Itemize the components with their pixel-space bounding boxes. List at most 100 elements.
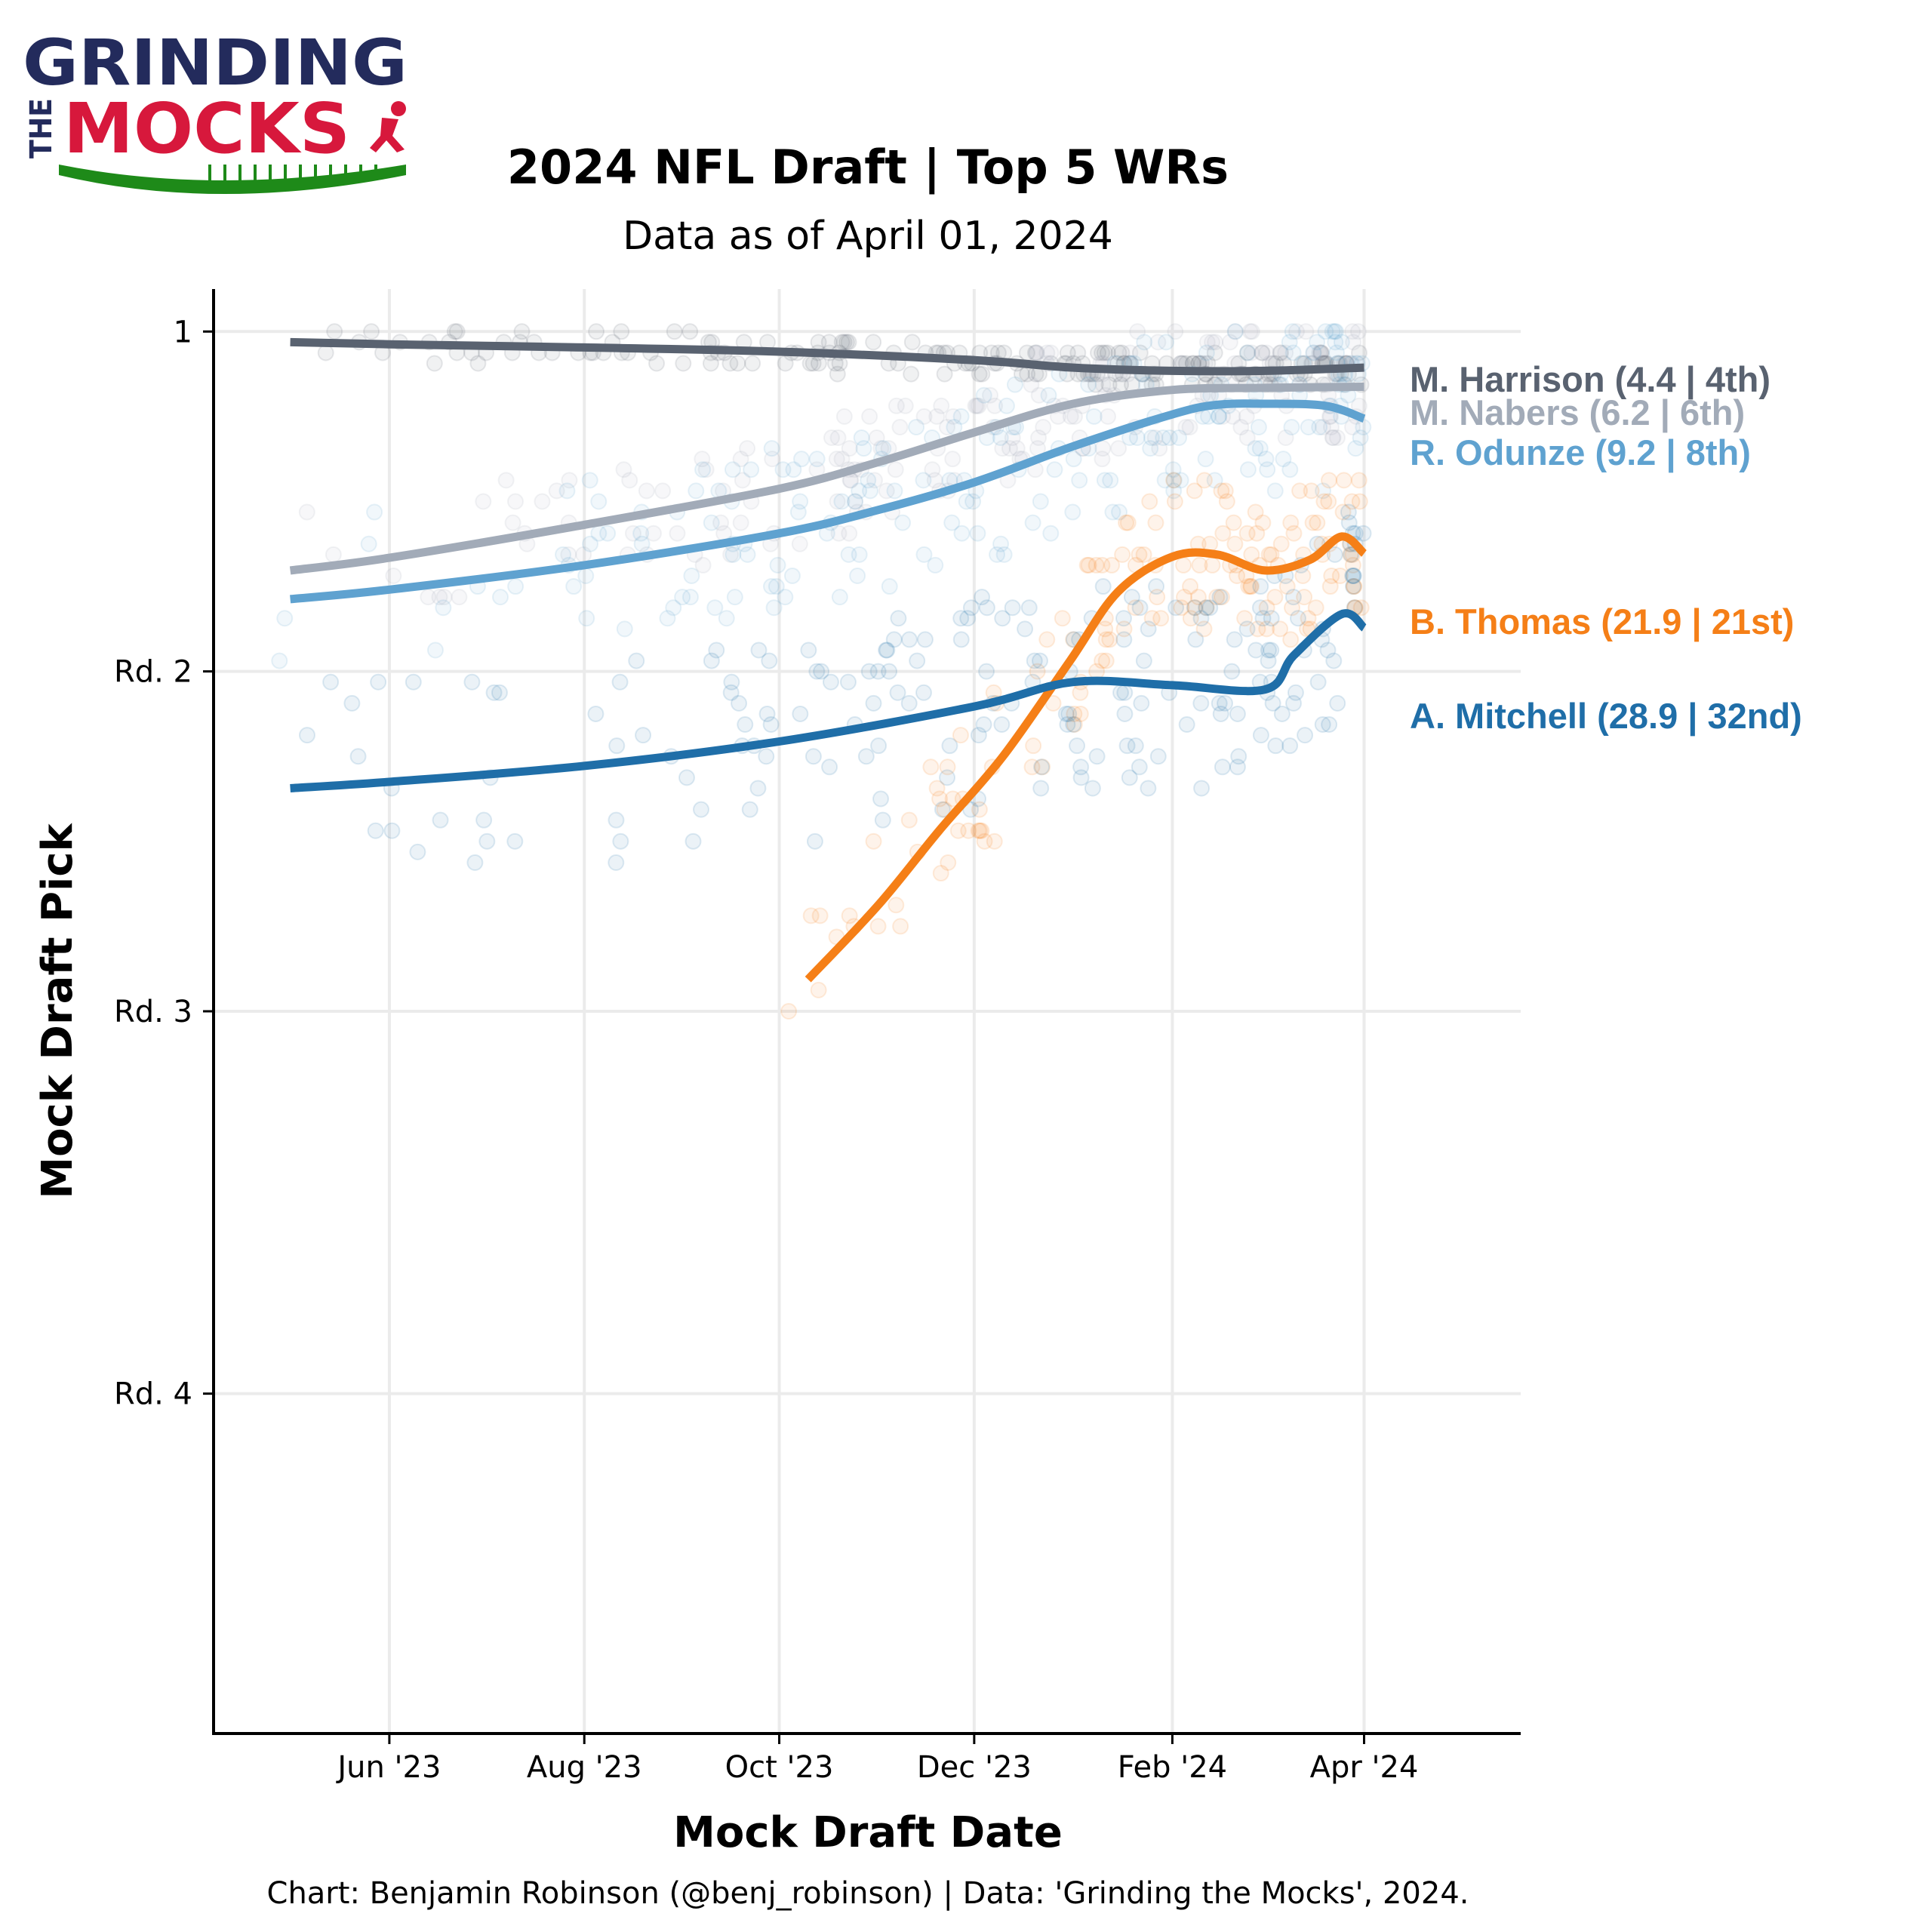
- mock-pick-point: [1136, 334, 1153, 351]
- mock-pick-point: [1284, 323, 1301, 340]
- mock-pick-point: [915, 684, 933, 701]
- mock-pick-point: [431, 589, 448, 606]
- mock-pick-point: [616, 620, 633, 638]
- mock-pick-point: [1158, 334, 1175, 351]
- mock-pick-point: [744, 355, 761, 372]
- mock-pick-point: [632, 525, 650, 542]
- mock-pick-point: [928, 780, 946, 797]
- mock-pick-point: [681, 323, 699, 340]
- mock-pick-point: [712, 514, 730, 531]
- mock-pick-point: [1277, 429, 1294, 447]
- mock-pick-point: [900, 811, 918, 829]
- mock-pick-point: [943, 514, 961, 531]
- mock-pick-point: [828, 451, 845, 468]
- mock-pick-point: [915, 546, 933, 563]
- mock-pick-point: [1243, 344, 1260, 361]
- mock-pick-point: [1213, 589, 1230, 606]
- mock-pick-point: [857, 748, 875, 765]
- mock-pick-point: [967, 397, 984, 414]
- mock-pick-point: [1212, 705, 1229, 722]
- mock-pick-point: [669, 525, 686, 542]
- mock-pick-point: [645, 525, 662, 542]
- mock-pick-point: [654, 482, 672, 500]
- mock-pick-point: [451, 589, 468, 606]
- mock-pick-point: [1344, 323, 1361, 340]
- mock-pick-point: [1305, 344, 1322, 361]
- mock-pick-point: [1217, 694, 1234, 712]
- mock-pick-point: [1112, 684, 1130, 701]
- mock-pick-point: [1001, 440, 1018, 457]
- mock-pick-point: [1025, 737, 1042, 755]
- mock-pick-point: [1038, 344, 1056, 361]
- mock-pick-point: [1167, 323, 1184, 340]
- mock-pick-point: [1281, 461, 1299, 478]
- mock-pick-point: [491, 684, 508, 701]
- mock-pick-point: [889, 684, 906, 701]
- mock-pick-point: [1263, 641, 1280, 659]
- mock-pick-point: [891, 418, 909, 435]
- mock-pick-point: [878, 641, 896, 659]
- mock-pick-point: [1084, 780, 1101, 797]
- mock-pick-point: [1032, 493, 1049, 510]
- mock-pick-point: [886, 482, 903, 500]
- mock-pick-point: [1193, 780, 1211, 797]
- mock-pick-point: [697, 461, 715, 478]
- mock-pick-point: [1309, 514, 1326, 531]
- mock-pick-point: [804, 748, 822, 765]
- mock-pick-point: [1258, 599, 1275, 617]
- mock-pick-point: [1248, 525, 1266, 542]
- mock-pick-point: [370, 673, 387, 691]
- axis-ticks: Jun '23 Aug '23 Oct '23 Dec '23 Feb '24 Apr '…: [114, 315, 1418, 1785]
- mock-pick-point: [969, 525, 986, 542]
- mock-pick-point: [1312, 344, 1329, 361]
- mock-pick-point: [1334, 503, 1352, 521]
- mock-pick-point: [1165, 472, 1183, 489]
- mock-pick-point: [830, 525, 848, 542]
- mock-pick-point: [869, 663, 887, 680]
- mock-pick-point: [1344, 567, 1361, 584]
- mock-pick-point: [1254, 610, 1272, 627]
- mock-pick-point: [731, 694, 748, 712]
- mock-pick-point: [1252, 727, 1269, 744]
- mock-pick-point: [343, 694, 361, 712]
- mock-pick-point: [1251, 440, 1269, 457]
- mock-pick-point: [806, 832, 823, 850]
- mock-pick-point: [1152, 610, 1170, 627]
- mock-pick-point: [822, 673, 839, 691]
- mock-pick-point: [1094, 376, 1112, 393]
- mock-pick-point: [1319, 641, 1337, 659]
- mock-pick-point: [1254, 514, 1272, 531]
- mock-pick-point: [939, 758, 956, 776]
- mock-pick-point: [1140, 780, 1157, 797]
- mock-pick-point: [841, 907, 858, 924]
- mock-pick-point: [326, 323, 343, 340]
- mock-pick-point: [1281, 737, 1299, 755]
- mock-pick-point: [560, 546, 577, 563]
- mock-pick-point: [949, 822, 967, 839]
- mock-pick-point: [1303, 482, 1320, 500]
- mock-pick-point: [761, 652, 778, 669]
- mock-pick-point: [959, 610, 977, 627]
- mock-pick-point: [975, 386, 992, 404]
- mock-pick-point: [426, 355, 443, 372]
- mock-pick-point: [1085, 408, 1103, 425]
- mock-pick-point: [952, 631, 970, 648]
- mock-pick-point: [1094, 440, 1112, 457]
- mock-pick-point: [1260, 641, 1278, 659]
- mock-pick-point: [1088, 556, 1105, 574]
- mock-pick-point: [1131, 758, 1148, 776]
- x-tick-label: Apr '24: [1310, 1750, 1419, 1785]
- mock-pick-point: [683, 567, 700, 584]
- mock-pick-point: [1034, 758, 1051, 776]
- mock-pick-point: [944, 451, 961, 468]
- logo-word-mocks: MOCKS: [63, 88, 350, 169]
- mock-pick-point: [1252, 578, 1269, 595]
- mock-pick-point: [432, 811, 449, 829]
- mock-pick-point: [1352, 429, 1369, 447]
- mock-pick-point: [1210, 408, 1227, 425]
- mock-pick-point: [1204, 334, 1221, 351]
- mock-pick-point: [1069, 344, 1087, 361]
- mock-pick-point: [862, 482, 879, 500]
- mock-pick-point: [638, 482, 655, 500]
- mock-pick-point: [1198, 344, 1215, 361]
